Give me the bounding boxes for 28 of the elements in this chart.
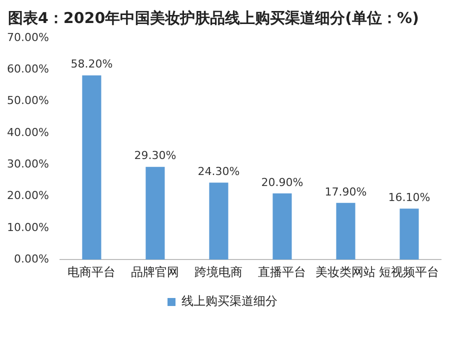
text: 24.30% [198, 165, 240, 178]
bar [336, 202, 356, 260]
bar [146, 166, 165, 260]
y-tick-label: 60.00% [6, 62, 49, 76]
legend-label: 线上购买渠道细分 [182, 294, 278, 308]
x-tick-label: 品牌官网 [131, 264, 180, 279]
x-tick-label: 电商平台 [68, 264, 116, 279]
x-tick-label: 直播平台 [258, 264, 306, 279]
x-tick-label: 美妆类网站 [316, 264, 376, 279]
y-tick-label: 10.00% [6, 220, 49, 234]
x-tick-label: 短视频平台 [379, 264, 440, 279]
x-tick-label: 跨境电商 [194, 264, 243, 279]
y-tick-label: 70.00% [6, 30, 49, 44]
bar [209, 182, 228, 260]
text: 16.10% [388, 190, 430, 204]
text: 17.90% [324, 185, 367, 198]
text: 20.90% [261, 176, 304, 189]
y-tick-label: 20.00% [6, 189, 49, 202]
bar [82, 75, 102, 260]
bar [272, 193, 292, 260]
y-tick-label: 40.00% [6, 126, 49, 139]
y-tick-label: 0.00% [14, 252, 49, 266]
bar [400, 208, 419, 260]
y-tick-label: 50.00% [6, 94, 49, 108]
text: 29.30% [134, 149, 176, 162]
text: 58.20% [70, 58, 113, 71]
y-tick-label: 30.00% [6, 157, 49, 170]
chart-title: 图表4：2020年中国美妆护肤品线上购买渠道细分(单位：%) [7, 8, 420, 28]
